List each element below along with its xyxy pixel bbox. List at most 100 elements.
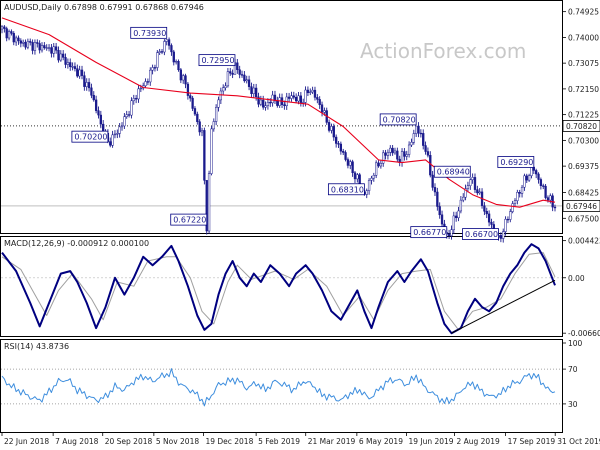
candle-body [214, 107, 218, 122]
candle-body [299, 95, 303, 103]
candle-body [476, 189, 479, 194]
candle-body [205, 180, 208, 232]
candle-body [271, 94, 274, 104]
candle-body [252, 87, 255, 94]
candle-body [549, 195, 552, 201]
annotation-label: 0.68310 [331, 185, 364, 194]
candle-body [485, 211, 488, 215]
price-tick-label: 0.74925 [568, 8, 599, 17]
candle-body [17, 37, 20, 42]
macd-tick-label: -0.006603 [568, 329, 600, 338]
watermark: ActionForex.com [360, 39, 526, 63]
annotation-label: 0.66770 [413, 228, 446, 237]
candle-body [455, 215, 458, 219]
price-annotation: 0.70200 [71, 130, 109, 143]
candle-body [389, 147, 392, 153]
candle-body [240, 74, 244, 76]
candle-body [219, 90, 222, 101]
candle-body [130, 100, 133, 116]
annotation-box [71, 130, 109, 143]
candle-body [365, 190, 368, 195]
candle-body [151, 67, 154, 71]
candle-body [417, 125, 420, 134]
candle-body [33, 42, 37, 51]
candle-body [29, 41, 32, 43]
level-tag-box [562, 199, 600, 212]
x-tick-label: 5 Feb 2019 [258, 437, 300, 446]
rsi-series-layer [1, 368, 562, 407]
price-annotation: 0.70820 [379, 113, 417, 126]
x-tick-label: 22 Jun 2018 [4, 437, 49, 446]
candle-body [429, 155, 432, 176]
axis-layer: 0.74925 0.74000 0.73075 0.72150 0.71225 0.703… [1, 8, 600, 446]
candle-body [224, 85, 227, 88]
annotation-label: 0.70200 [74, 133, 107, 142]
x-tick-label: 19 Dec 2018 [205, 437, 253, 446]
candle-body [118, 126, 121, 134]
candle-body [516, 192, 519, 201]
macd-tick-label: 0.00 [568, 274, 585, 283]
candle-body [85, 82, 88, 87]
rsi-line [1, 368, 556, 407]
candle-body [0, 26, 4, 30]
candle-body [94, 99, 98, 111]
candle-body [294, 96, 298, 102]
price-series-layer: 0.73930 0.72950 0.70200 0.67220 0.70820 0.683… [0, 17, 562, 243]
ohlc-values: 0.67898 0.67991 0.67868 0.67946 [64, 3, 204, 12]
candle-body [22, 41, 25, 44]
candle-body [546, 197, 550, 201]
price-annotation: 0.73930 [130, 26, 168, 39]
candle-body [537, 173, 540, 180]
annotation-box [497, 156, 535, 168]
candle-body [370, 177, 373, 181]
candle-body [377, 162, 380, 167]
candle-body [438, 206, 441, 216]
candle-body [254, 87, 258, 98]
annotation-box [410, 226, 448, 239]
candle-body [323, 110, 326, 113]
candle-body [24, 41, 27, 48]
candle-body [415, 125, 418, 134]
candle-body [210, 128, 213, 174]
candle-body [132, 98, 135, 102]
candle-body [553, 206, 557, 209]
candle-body [407, 144, 411, 155]
candle-body [337, 143, 340, 145]
candle-body [379, 163, 383, 167]
candle-body [518, 192, 521, 194]
candle-body [539, 179, 543, 186]
candle-body [212, 121, 215, 130]
candle-body [542, 185, 545, 187]
candle-body [243, 74, 246, 82]
candle-body [405, 154, 408, 157]
candle-body [499, 235, 503, 239]
candle-body [184, 75, 187, 85]
candle-body [292, 95, 295, 98]
candle-body [372, 175, 375, 179]
candle-body [158, 51, 161, 53]
candle-body [170, 45, 173, 53]
x-tick-label: 5 Nov 2018 [156, 437, 199, 446]
candle-body [520, 186, 524, 194]
candle-body [419, 132, 423, 135]
candle-body [353, 172, 357, 180]
candle-body [40, 45, 44, 51]
rsi-tick-label: 70 [568, 365, 578, 374]
price-tick-label: 0.71225 [568, 111, 599, 120]
candle-body [217, 99, 220, 108]
candle-body [426, 151, 430, 156]
candle-body [200, 130, 204, 133]
x-tick-label: 20 Sep 2018 [105, 437, 153, 446]
candle-body [393, 150, 397, 154]
candle-body [313, 89, 317, 98]
level-tag: 0.67946 [562, 199, 600, 212]
level-tag: 0.70820 [562, 120, 600, 132]
candle-body [87, 82, 91, 89]
candle-body [436, 191, 439, 207]
candle-body [447, 233, 451, 237]
annotation-label: 0.72950 [201, 56, 234, 65]
candle-body [335, 136, 338, 144]
candle-body [297, 95, 300, 102]
candle-body [422, 133, 425, 146]
